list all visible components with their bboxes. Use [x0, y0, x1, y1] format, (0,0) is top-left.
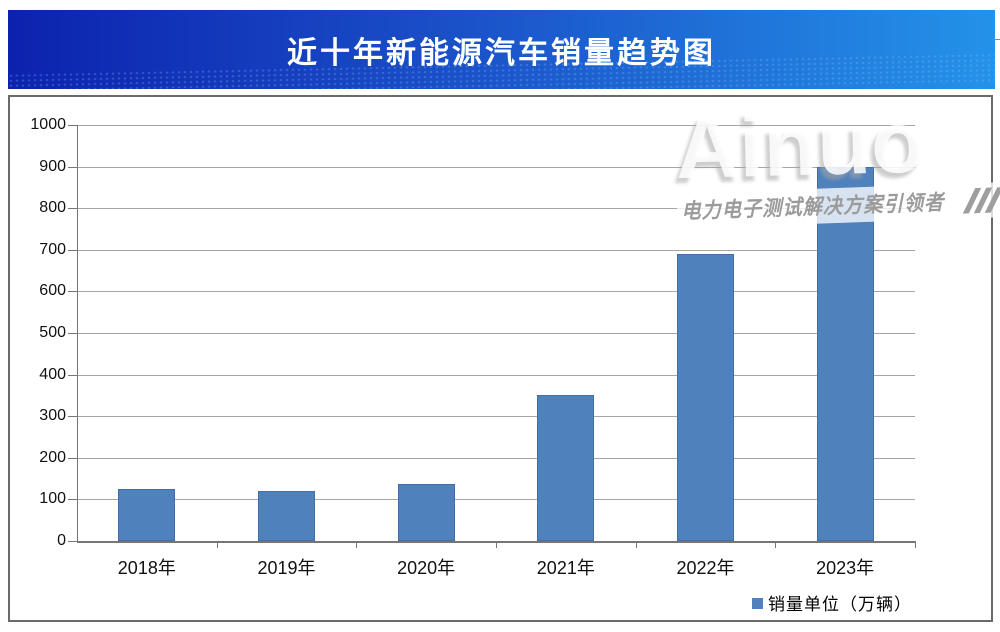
y-axis-label: 900 — [39, 157, 66, 175]
x-axis-label: 2020年 — [397, 558, 456, 578]
y-axis-tick — [68, 249, 77, 251]
y-axis-label: 600 — [39, 282, 66, 300]
y-axis-label: 1000 — [30, 116, 66, 133]
y-axis-tick — [68, 333, 77, 334]
y-axis-label: 0 — [57, 532, 66, 549]
x-axis-tick — [216, 541, 218, 548]
x-axis-label: 2023年 — [816, 558, 875, 578]
chart-legend: 销量单位（万辆） — [752, 590, 912, 615]
legend-label: 销量单位（万辆） — [768, 595, 912, 614]
x-axis-label: 2022年 — [676, 558, 735, 578]
page-title: 近十年新能源汽车销量趋势图 — [287, 36, 716, 70]
gridline — [77, 249, 915, 251]
x-axis-label: 2018年 — [117, 558, 176, 578]
y-axis-line — [77, 125, 78, 542]
bar-2018年 — [118, 489, 176, 541]
chart-panel: 0 100 200 300 400 500 600 700 800 900 1000 2018年 201… — [8, 95, 993, 622]
y-axis-tick — [68, 499, 77, 501]
x-axis-label: 2019年 — [257, 558, 316, 578]
x-axis-tick — [356, 541, 358, 548]
y-axis-label: 100 — [39, 490, 66, 508]
gridline — [77, 333, 915, 334]
legend-color-swatch — [752, 597, 763, 609]
bar-2020年 — [397, 484, 455, 541]
gridline — [77, 416, 915, 418]
bar-2022年 — [677, 253, 734, 541]
y-axis-label: 400 — [39, 365, 66, 383]
gridline — [77, 208, 915, 210]
y-axis-tick — [68, 125, 77, 126]
gridline — [77, 166, 915, 168]
y-axis-tick — [68, 416, 77, 418]
x-axis-tick — [635, 541, 637, 548]
y-axis-tick — [68, 291, 77, 293]
title-banner: 近十年新能源汽车销量趋势图 — [8, 10, 995, 89]
y-axis-tick — [68, 208, 77, 210]
gridline — [77, 291, 915, 293]
gridline — [77, 125, 915, 126]
gridline — [77, 374, 915, 376]
bar-2019年 — [258, 491, 315, 541]
bar-2021年 — [537, 394, 595, 541]
y-axis-tick — [68, 374, 77, 376]
x-axis-label: 2021年 — [536, 558, 595, 578]
y-axis-tick — [68, 541, 77, 542]
y-axis-label: 700 — [39, 240, 66, 258]
bar-2023年 — [816, 166, 874, 541]
y-axis-tick — [68, 166, 77, 168]
window-edge-artifact — [994, 39, 1000, 40]
y-axis-label: 800 — [39, 199, 66, 217]
gridline — [77, 499, 915, 501]
y-axis-label: 200 — [39, 448, 66, 466]
x-axis-tick — [496, 541, 497, 548]
y-axis-tick — [68, 457, 77, 459]
x-axis-end-tick — [915, 541, 916, 548]
y-axis-label: 300 — [39, 407, 66, 425]
y-axis-label: 500 — [39, 324, 66, 341]
gridline — [77, 457, 915, 459]
x-axis-tick — [775, 541, 777, 548]
bar-chart: 0 100 200 300 400 500 600 700 800 900 1000 2018年 201… — [10, 97, 991, 620]
